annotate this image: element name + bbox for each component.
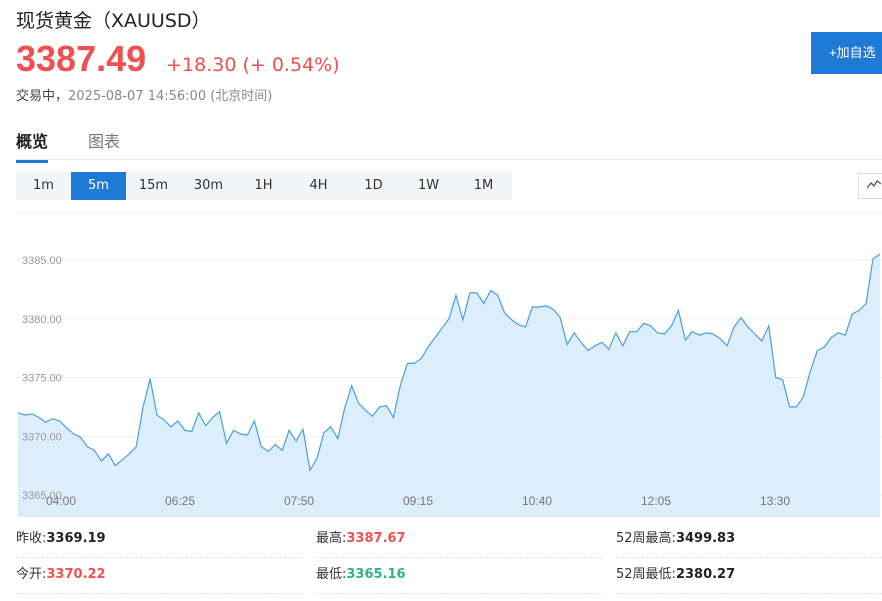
period-4h[interactable]: 4H (309, 178, 328, 193)
period-1mo[interactable]: 1M (473, 178, 494, 193)
stat-value: 3369.19 (46, 531, 106, 546)
price-chart[interactable]: 3385.00 3380.00 3375.00 3370.00 3365.00 04:00… (16, 212, 882, 517)
y-tick-label: 3375.00 (22, 373, 62, 385)
change-percent: (+ 0.54%) (242, 54, 340, 76)
period-1w[interactable]: 1W (417, 178, 440, 193)
period-1d[interactable]: 1D (364, 178, 383, 193)
stat-value: 3370.22 (46, 567, 106, 582)
stat-high: 最高:3387.67 (316, 524, 602, 558)
stat-label: 52周最高: (616, 531, 676, 546)
tab-chart[interactable]: 图表 (88, 132, 121, 151)
period-30m[interactable]: 30m (193, 178, 224, 193)
stat-label: 今开: (16, 567, 47, 582)
last-price: 3387.49 (16, 38, 147, 79)
y-tick-label: 3385.00 (22, 255, 62, 267)
x-tick-label: 04:00 (46, 494, 76, 508)
stat-value: 3387.67 (346, 531, 406, 546)
stat-label: 最高: (316, 531, 347, 546)
period-5m[interactable]: 5m (71, 172, 126, 200)
trading-state: 交易中， (16, 89, 69, 104)
instrument-title: 现货黄金（XAUUSD） (16, 10, 211, 32)
quote-time: 2025-08-07 14:56:00 (北京时间) (68, 89, 273, 104)
price-chart-svg: 3385.00 3380.00 3375.00 3370.00 3365.0004:00… (16, 253, 882, 517)
x-tick-label: 09:15 (403, 494, 433, 508)
stat-prev-close: 昨收:3369.19 (16, 524, 302, 558)
chart-type-button[interactable] (858, 173, 882, 199)
period-selector: 1m 5m 15m 30m 1H 4H 1D 1W 1M (16, 172, 512, 200)
y-tick-label: 3370.00 (22, 431, 62, 443)
price-line (17, 253, 881, 473)
stat-low: 最低:3365.16 (316, 560, 602, 594)
line-chart-icon (866, 180, 882, 189)
x-tick-label: 12:05 (641, 494, 671, 508)
tab-overview[interactable]: 概览 (16, 128, 49, 163)
stat-label: 52周最低: (616, 567, 676, 582)
stat-52w-high: 52周最高:3499.83 (616, 524, 882, 558)
x-tick-label: 10:40 (522, 494, 552, 508)
stat-label: 最低: (316, 567, 347, 582)
y-tick-label: 3365.00 (22, 490, 62, 502)
stat-52w-low: 52周最低:2380.27 (616, 560, 882, 594)
stat-open: 今开:3370.22 (16, 560, 302, 594)
x-tick-label: 07:50 (284, 494, 314, 508)
stat-value: 2380.27 (675, 567, 736, 582)
price-row: 3387.49 +18.30 (+ 0.54%) (16, 38, 340, 82)
x-tick-label: 06:25 (165, 494, 195, 508)
price-change: +18.30 (+ 0.54%) (166, 54, 339, 76)
period-15m[interactable]: 15m (138, 178, 169, 193)
stat-label: 昨收: (16, 531, 47, 546)
add-watchlist-button[interactable]: +加自选 (811, 32, 882, 74)
period-1h[interactable]: 1H (254, 178, 273, 193)
trading-status: 交易中，2025-08-07 14:56:00 (北京时间) (16, 85, 272, 104)
main-tabs: 概览 图表 (16, 124, 882, 163)
stat-value: 3499.83 (675, 531, 736, 546)
change-value: +18.30 (166, 54, 237, 76)
price-area (18, 254, 880, 517)
period-1m[interactable]: 1m (33, 178, 54, 193)
y-tick-label: 3380.00 (22, 314, 62, 326)
x-tick-label: 13:30 (760, 494, 790, 508)
stat-value: 3365.16 (346, 567, 406, 582)
